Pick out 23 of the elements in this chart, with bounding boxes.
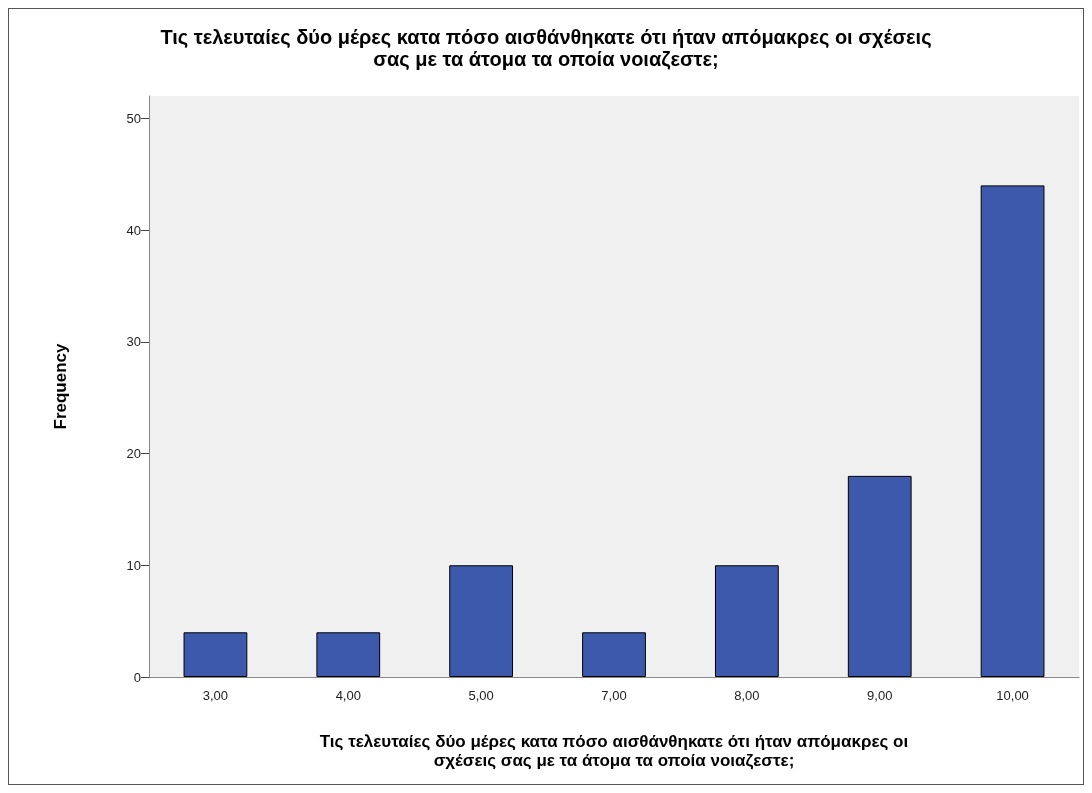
chart-title: Τις τελευταίες δύο μέρες κατα πόσο αισθάνθηκατε ότι ήταν απόμακρες οι σχέσεις σας με τα άτομα τα οποία νοιαζεστε; <box>160 26 932 70</box>
bar <box>980 185 1045 677</box>
x-tick-label: 3,00 <box>202 688 229 703</box>
x-tick-label: 4,00 <box>335 688 361 703</box>
x-tick-label: 7,00 <box>601 688 627 703</box>
x-tick-label: 5,00 <box>468 688 494 703</box>
x-axis-title: Τις τελευταίες δύο μέρες κατα πόσο αισθάνθηκατε ότι ήταν απόμακρες οι σχέσεις σας με τα άτομα τα οποία νοιαζεστε; <box>319 732 909 770</box>
y-tick-label: 10 <box>126 557 141 573</box>
bar <box>714 565 779 677</box>
y-tick-label: 30 <box>126 334 141 350</box>
bar <box>183 632 248 677</box>
y-tick-label: 40 <box>126 222 141 238</box>
x-tick-label: 9,00 <box>867 688 893 703</box>
y-tick-label: 50 <box>126 110 141 126</box>
bar <box>316 632 381 677</box>
x-tick-label: 10,00 <box>996 688 1029 703</box>
bar <box>449 565 514 677</box>
y-tick-label: 0 <box>133 669 141 685</box>
bar <box>582 632 646 677</box>
bar <box>847 475 912 677</box>
y-tick-label: 20 <box>126 446 141 462</box>
y-axis-title: Frequency <box>51 342 70 430</box>
x-tick-label: 8,00 <box>734 688 760 703</box>
